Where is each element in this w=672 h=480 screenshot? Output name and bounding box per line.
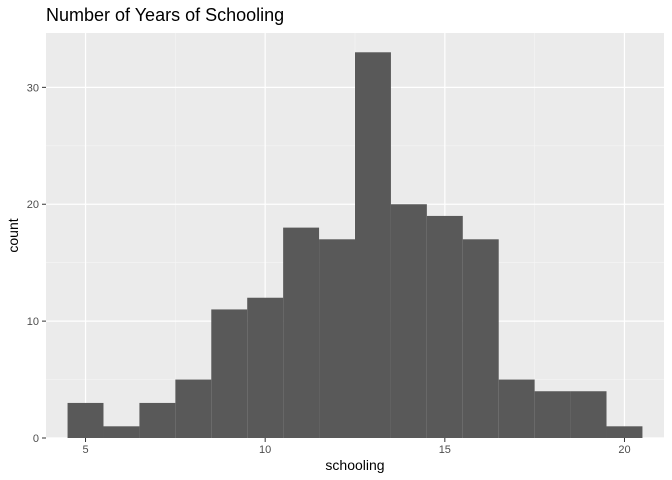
histogram-bar [67, 402, 104, 438]
y-axis-title: count [5, 218, 21, 252]
x-tick-label: 10 [259, 444, 271, 456]
x-tick-label: 5 [82, 444, 88, 456]
histogram-bar [139, 402, 176, 438]
histogram-bar [570, 391, 607, 438]
histogram-bar [498, 379, 535, 438]
histogram-bar [175, 379, 212, 438]
x-axis: 5 10 15 20 [82, 438, 631, 456]
histogram-bar [247, 297, 284, 438]
histogram-bars [67, 52, 643, 439]
y-tick-label: 10 [27, 316, 39, 328]
histogram-bar [355, 52, 391, 439]
chart-title: Number of Years of Schooling [46, 5, 284, 25]
y-axis: 0 10 20 30 [27, 82, 46, 445]
x-tick-label: 15 [439, 444, 451, 456]
histogram-bar [462, 239, 499, 438]
histogram-bar [426, 215, 463, 438]
y-tick-label: 0 [33, 433, 39, 445]
histogram-bar [319, 239, 355, 438]
y-tick-label: 30 [27, 82, 39, 94]
y-tick-label: 20 [27, 199, 39, 211]
x-tick-label: 20 [618, 444, 630, 456]
histogram-bar [103, 426, 140, 438]
x-axis-title: schooling [325, 457, 384, 473]
histogram-bar [211, 309, 248, 438]
histogram-bar [606, 426, 643, 438]
histogram-bar [390, 204, 427, 438]
histogram-bar [283, 227, 320, 438]
histogram-bar [534, 391, 571, 438]
